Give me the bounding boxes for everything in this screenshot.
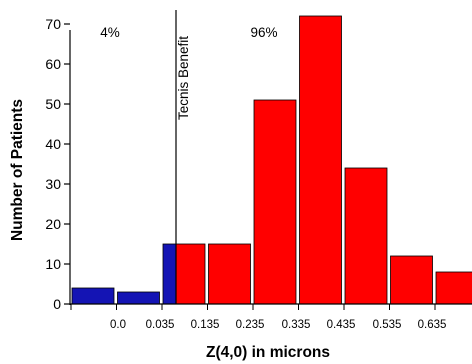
y-tick-label-0: 0 (53, 296, 61, 312)
y-tick-label-60: 60 (45, 56, 61, 72)
right-percent-annotation: 96% (250, 25, 277, 40)
y-tick-label-10: 10 (45, 256, 61, 272)
bar-3 (208, 243, 251, 305)
bar-7 (390, 255, 433, 305)
y-tick-label-50: 50 (45, 96, 61, 112)
bar-8 (435, 271, 472, 305)
x-tick-label-2: 0.135 (191, 319, 220, 331)
x-tick-label-4: 0.335 (282, 319, 311, 331)
x-tick-label-6: 0.535 (373, 319, 402, 331)
bar-6 (344, 167, 388, 305)
axes-layer: 0 10 20 30 40 50 60 70 0.0 0.035 0.135 0.235 0.335 0.… (45, 10, 472, 331)
x-tick-label-0: 0.0 (110, 319, 126, 331)
y-tick-label-30: 30 (45, 176, 61, 192)
y-tick-label-40: 40 (45, 136, 61, 152)
y-tick-label-70: 70 (45, 16, 61, 32)
bar-1 (117, 291, 160, 305)
y-axis-label: Number of Patients (9, 99, 26, 241)
x-tick-label-3: 0.235 (236, 319, 265, 331)
bars-layer (71, 15, 472, 305)
bar-2-left-part (162, 243, 177, 305)
x-axis-label: Z(4,0) in microns (206, 344, 330, 361)
x-tick-label-7: 0.635 (418, 319, 447, 331)
bar-2-right-part (175, 243, 206, 305)
bar-0 (71, 287, 115, 305)
divider-label: Tecnis Benefit (176, 36, 191, 120)
left-percent-annotation: 4% (100, 25, 120, 40)
x-tick-label-1: 0.035 (146, 319, 175, 331)
x-tick-label-5: 0.435 (327, 319, 356, 331)
bar-4 (253, 99, 297, 305)
bar-5 (299, 15, 342, 305)
y-tick-label-20: 20 (45, 216, 61, 232)
